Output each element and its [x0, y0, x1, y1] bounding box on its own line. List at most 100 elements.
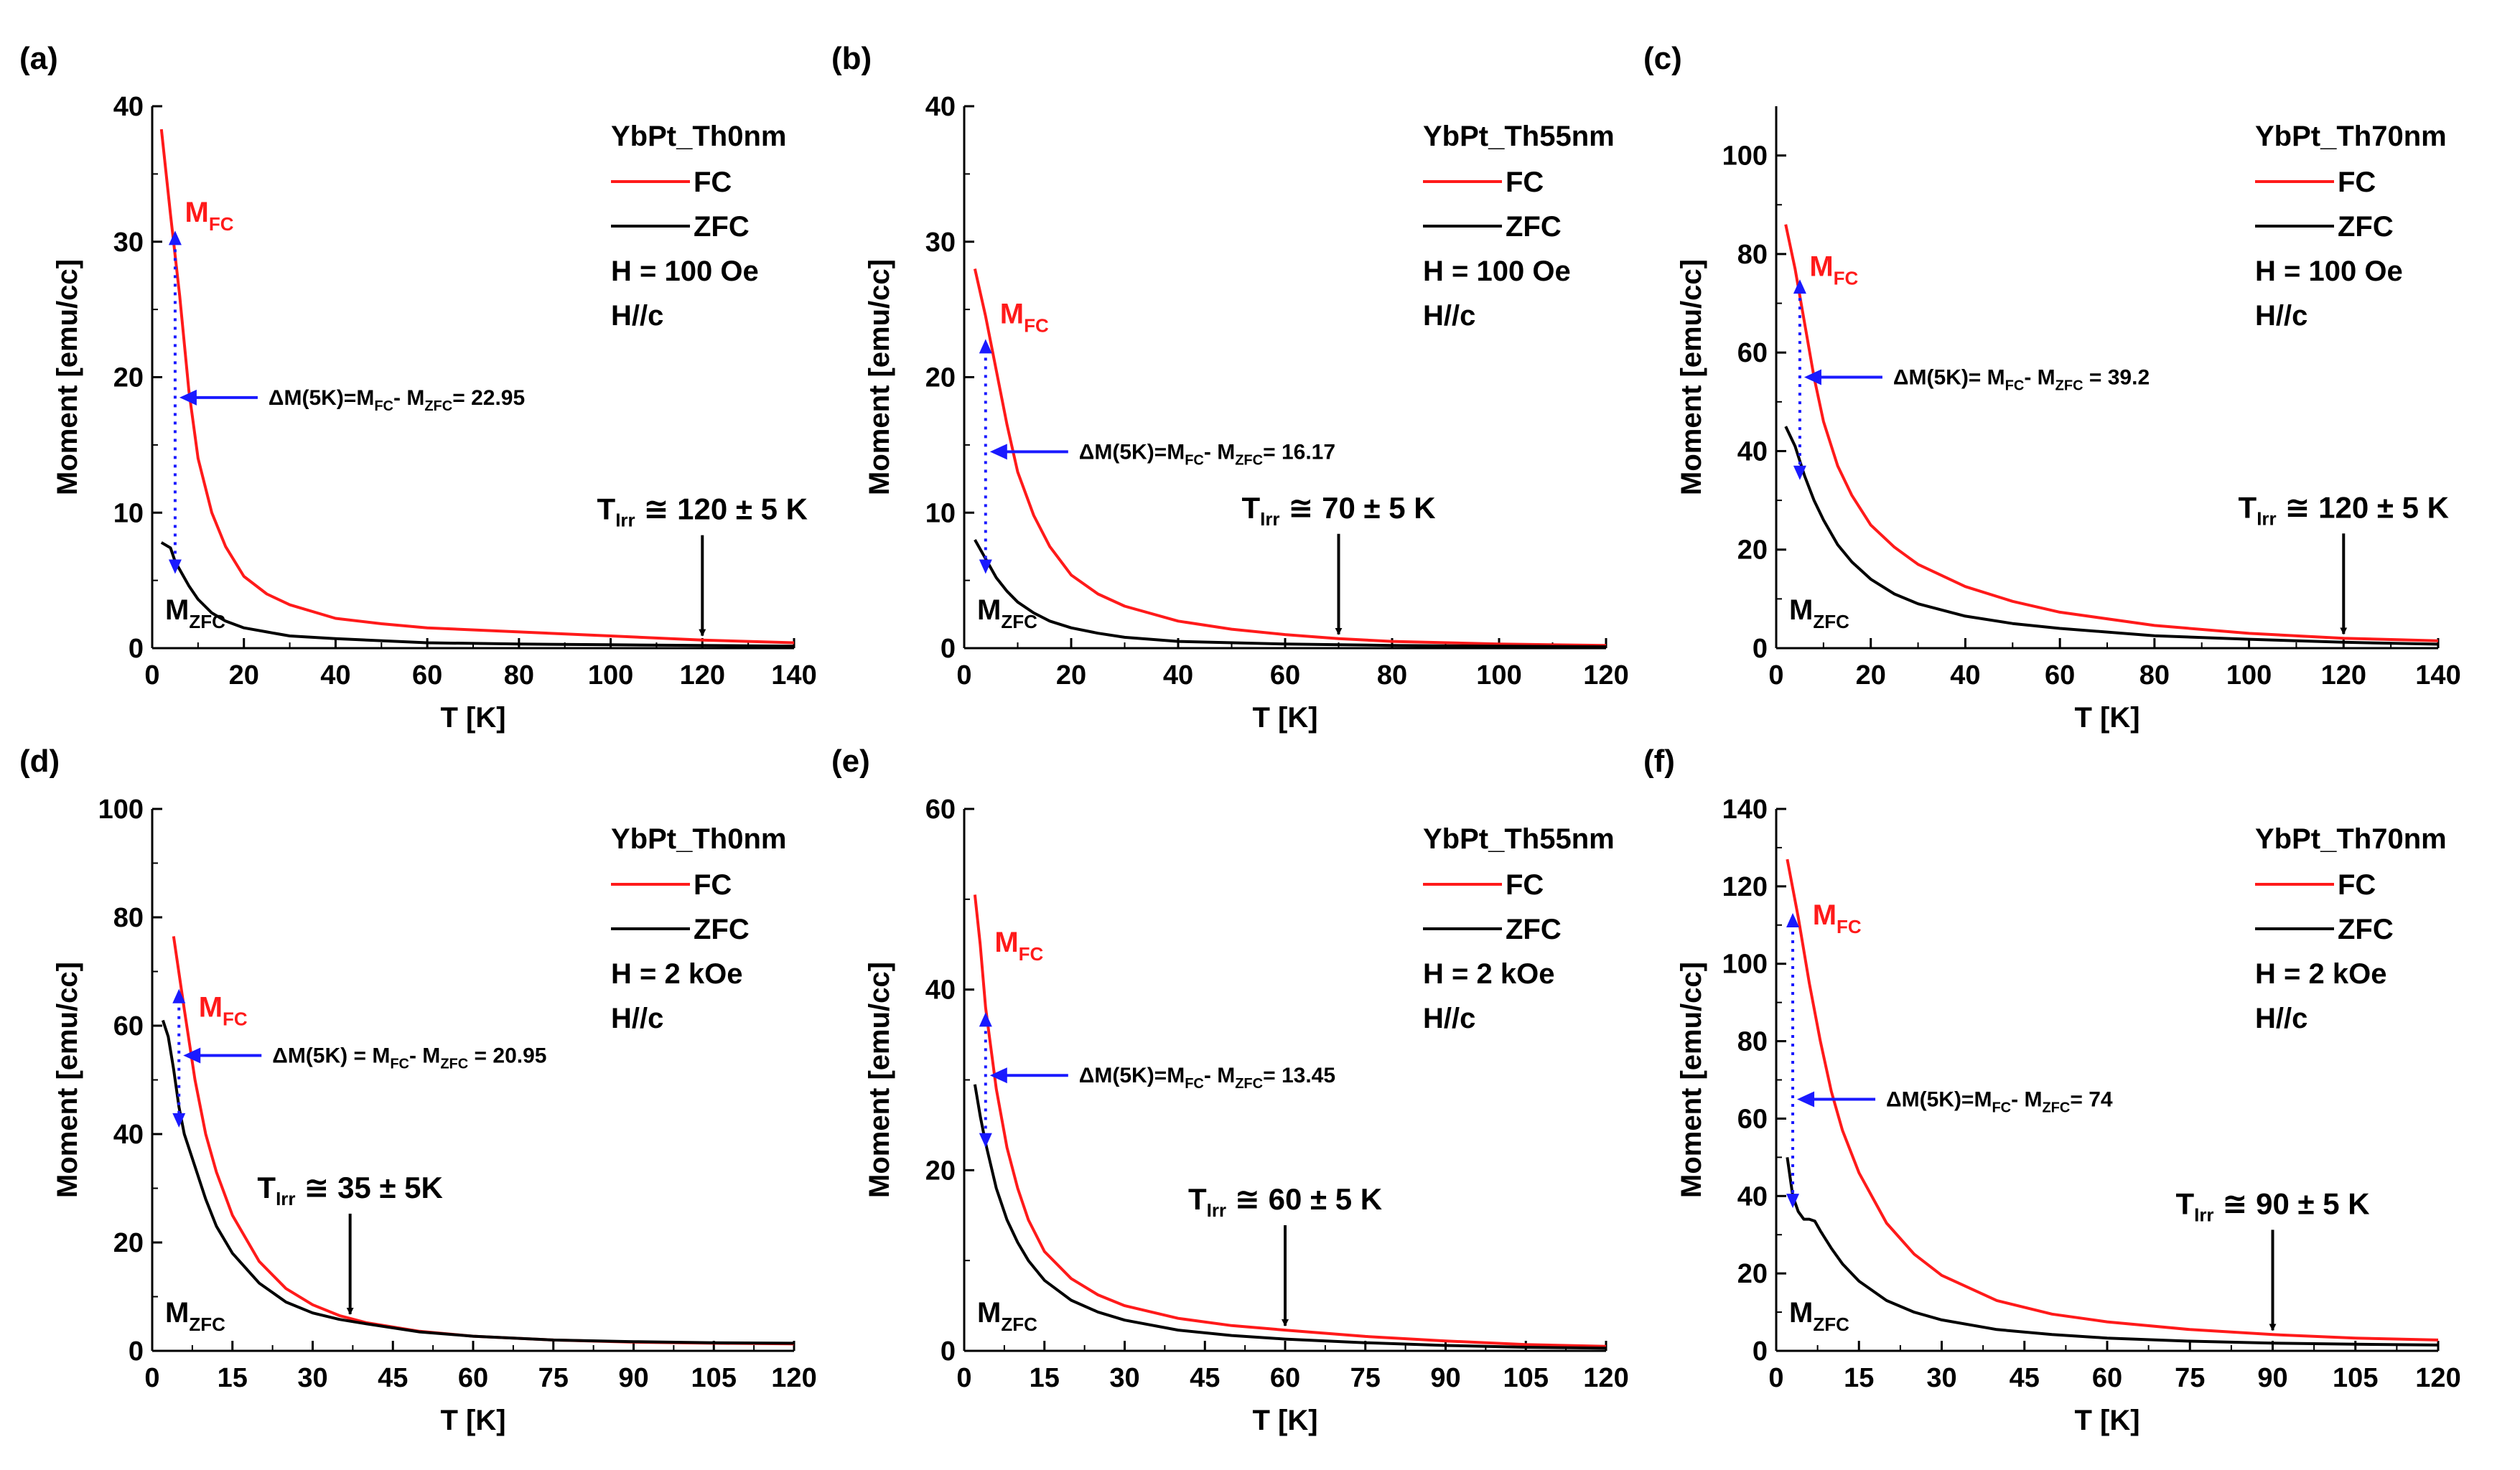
fc-curve [1784, 224, 2439, 642]
legend-field: H = 2 kOe [1423, 958, 1554, 990]
legend-field: H = 100 Oe [2255, 256, 2403, 287]
x-tick-label: 100 [2226, 660, 2272, 690]
tirr-value: ≅ 60 ± 5 K [1226, 1182, 1382, 1216]
delta-mid: - M [409, 1044, 440, 1068]
delta-mid: - M [1204, 440, 1235, 464]
tirr-label: TIrr ≅ 35 ± 5K [257, 1171, 442, 1209]
x-tick-label: 80 [2139, 660, 2170, 690]
delta-mid: - M [2024, 366, 2055, 390]
fc-curve [172, 936, 795, 1346]
mfc-label-sub: FC [1024, 315, 1049, 337]
legend-fc-label: FC [2338, 167, 2376, 198]
delta-pointer-head [1803, 369, 1821, 385]
tirr-value: ≅ 90 ± 5 K [2214, 1186, 2370, 1220]
zfc-curve [973, 1084, 1607, 1350]
panel-c: (c) 0 20 40 60 80 100 120 140 0 20 40 60 80 100 T [K] Mo… [1643, 41, 2461, 734]
delta-value: = 39.2 [2083, 366, 2150, 390]
delta-zfc-sub: ZFC [2042, 1100, 2070, 1115]
mzfc-label-main: M [165, 594, 189, 626]
delta-pointer-head [989, 444, 1007, 460]
y-tick-label: 0 [1753, 634, 1768, 664]
delta-fc-sub: FC [390, 1057, 409, 1072]
tirr-sub: Irr [2194, 1204, 2213, 1225]
x-tick-label: 140 [2415, 660, 2460, 690]
mzfc-label-sub: ZFC [189, 1314, 225, 1335]
x-tick-label: 90 [1430, 1363, 1460, 1393]
x-tick-label: 45 [1190, 1363, 1220, 1393]
delta-annotation: ΔM(5K) = MFC- MZFC = 20.95 [272, 1044, 546, 1072]
x-tick-label: 60 [1270, 660, 1300, 690]
panel-f: (f) 0 15 30 45 60 75 90 105 120 0 20 40 60 80 100 120 140… [1643, 744, 2461, 1436]
y-axis-title: Moment [emu/cc] [52, 962, 83, 1198]
x-tick-label: 0 [956, 1363, 971, 1393]
delta-arrowhead-up [1786, 913, 1800, 927]
x-tick-label: 40 [320, 660, 350, 690]
legend-orientation: H//c [2255, 1003, 2307, 1034]
tirr-main: T [597, 492, 616, 526]
delta-arrowhead-up [979, 339, 992, 354]
delta-value: = 22.95 [452, 386, 525, 410]
mzfc-label-sub: ZFC [1813, 1314, 1849, 1335]
legend-title: YbPt_Th70nm [2255, 823, 2447, 855]
panel-e: (e) 0 15 30 45 60 75 90 105 120 0 20 40 60 T [K] Moment… [831, 744, 1629, 1436]
delta-value: = 13.45 [1263, 1064, 1335, 1087]
x-tick-label: 120 [2321, 660, 2366, 690]
tirr-label: TIrr ≅ 60 ± 5 K [1188, 1182, 1382, 1221]
delta-arrowhead-down [979, 1133, 992, 1148]
x-tick-label: 90 [618, 1363, 648, 1393]
legend-zfc-label: ZFC [1506, 211, 1562, 243]
x-tick-label: 80 [1377, 660, 1407, 690]
legend-fc-label: FC [1506, 869, 1544, 901]
delta-mid: - M [1204, 1064, 1235, 1087]
x-tick-label: 75 [2175, 1363, 2205, 1393]
mfc-label-sub: FC [1837, 916, 1862, 937]
tirr-sub: Irr [276, 1188, 295, 1209]
legend-title: YbPt_Th55nm [1423, 823, 1615, 855]
x-tick-label: 0 [1768, 1363, 1783, 1393]
x-axis-title: T [K] [440, 702, 505, 734]
x-tick-label: 120 [1583, 660, 1628, 690]
y-tick-label: 0 [1753, 1336, 1768, 1367]
x-tick-label: 120 [1583, 1363, 1628, 1393]
tirr-main: T [2175, 1186, 2194, 1220]
legend-orientation: H//c [611, 300, 663, 332]
x-tick-label: 40 [1163, 660, 1193, 690]
x-tick-label: 75 [538, 1363, 569, 1393]
fc-curve [1786, 858, 2439, 1342]
tirr-main: T [257, 1171, 276, 1204]
tirr-main: T [1188, 1182, 1207, 1216]
delta-zfc-sub: ZFC [440, 1057, 468, 1072]
y-tick-label: 60 [113, 1011, 144, 1041]
mzfc-label: MZFC [977, 1297, 1037, 1335]
y-tick-label: 30 [113, 228, 144, 258]
x-tick-label: 90 [2257, 1363, 2287, 1393]
delta-arrowhead-up [979, 1012, 992, 1027]
delta-arrowhead-down [1793, 465, 1806, 480]
tirr-label: TIrr ≅ 70 ± 5 K [1241, 491, 1435, 530]
y-tick-label: 120 [1722, 872, 1768, 902]
legend-fc-label: FC [694, 167, 732, 198]
y-tick-label: 20 [1737, 535, 1768, 566]
mfc-label-main: M [199, 991, 223, 1023]
delta-prefix: ΔM(5K)=M [269, 386, 374, 410]
mfc-label: MFC [1813, 899, 1862, 937]
y-tick-label: 20 [925, 363, 956, 393]
legend-zfc-label: ZFC [694, 211, 750, 243]
x-axis-title: T [K] [1252, 1405, 1317, 1436]
x-tick-label: 0 [1768, 660, 1783, 690]
tirr-sub: Irr [1260, 508, 1279, 530]
legend-title: YbPt_Th55nm [1423, 121, 1615, 152]
x-axis-title: T [K] [1252, 702, 1317, 734]
mfc-label-sub: FC [1019, 943, 1044, 965]
x-axis-title: T [K] [2074, 702, 2139, 734]
x-tick-label: 105 [1503, 1363, 1549, 1393]
y-tick-label: 20 [113, 363, 144, 393]
x-tick-label: 20 [1856, 660, 1886, 690]
tirr-value: ≅ 35 ± 5K [296, 1171, 443, 1204]
legend-orientation: H//c [2255, 300, 2307, 332]
panel-d: (d) 0 15 30 45 60 75 90 105 120 0 20 40 60 80 100 T [K] M… [19, 744, 817, 1436]
x-tick-label: 100 [588, 660, 633, 690]
legend-title: YbPt_Th0nm [611, 121, 786, 152]
mfc-label: MFC [1000, 299, 1049, 337]
